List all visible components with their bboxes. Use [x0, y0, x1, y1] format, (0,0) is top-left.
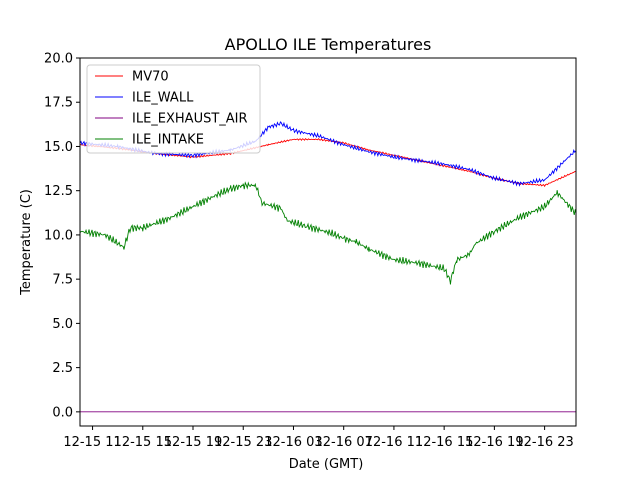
series-layer [79, 121, 577, 413]
y-tick-label: 0.0 [52, 405, 73, 420]
legend: MV70 ILE_WALL ILE_EXHAUST_AIR ILE_INTAKE [86, 64, 261, 154]
y-tick-label: 7.5 [52, 273, 73, 288]
x-tick-label: 12-16 19 [465, 435, 523, 450]
y-tick-label: 12.5 [44, 184, 73, 199]
y-tick-label: 5.0 [52, 317, 73, 332]
x-tick-label: 12-15 23 [214, 435, 272, 450]
x-axis-title: Date (GMT) [289, 457, 364, 472]
x-tick-label: 12-16 03 [264, 435, 322, 450]
x-tick-label: 12-16 15 [415, 435, 473, 450]
x-tick-label: 12-15 11 [63, 435, 121, 450]
legend-label: ILE_EXHAUST_AIR [132, 112, 248, 127]
legend-label: MV70 [132, 70, 169, 85]
y-tick-label: 15.0 [44, 140, 73, 155]
x-tick-label: 12-15 19 [164, 435, 222, 450]
series-line-ile-intake [79, 181, 577, 285]
y-axis-title: Temperature (C) [19, 189, 34, 296]
y-tick-label: 2.5 [52, 361, 73, 376]
x-tick-label: 12-15 15 [114, 435, 172, 450]
legend-label: ILE_WALL [132, 91, 194, 106]
series-line-ile-wall [79, 121, 577, 187]
y-tick-label: 17.5 [44, 96, 73, 111]
plot-frame [79, 57, 577, 427]
x-tick-label: 12-16 11 [365, 435, 423, 450]
chart-title: APOLLO ILE Temperatures [225, 35, 432, 54]
y-axis: 0.0 2.5 5.0 7.5 10.0 12.5 15.0 17.5 20.0 [44, 52, 80, 420]
legend-label: ILE_INTAKE [132, 133, 204, 148]
x-tick-label: 12-16 07 [314, 435, 372, 450]
legend-box [86, 64, 261, 154]
x-tick-label: 12-16 23 [515, 435, 573, 450]
y-tick-label: 10.0 [44, 228, 73, 243]
y-tick-label: 20.0 [44, 52, 73, 67]
